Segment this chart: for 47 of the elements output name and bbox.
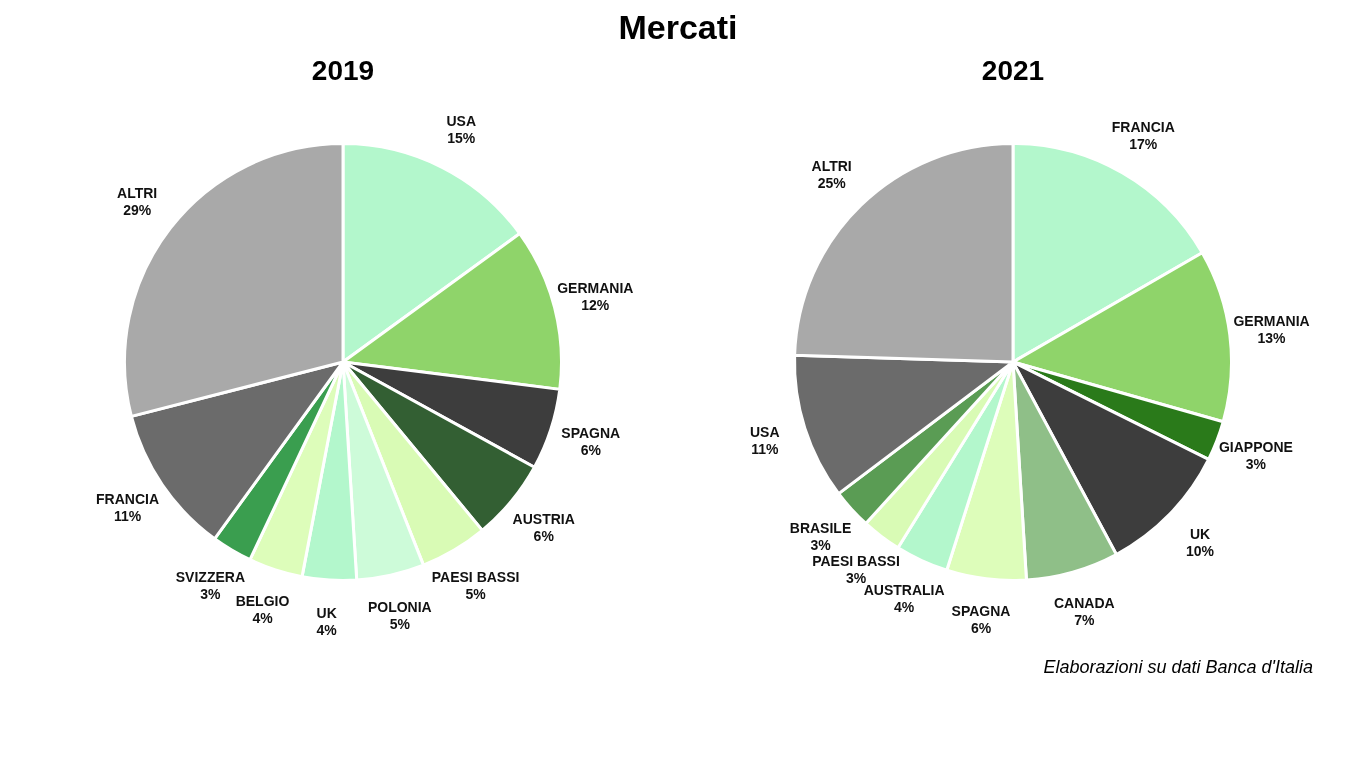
slice-label: UK — [316, 604, 337, 621]
chart-subtitle: 2019 — [311, 55, 375, 87]
data-label: 4% — [252, 609, 274, 626]
slice-label: ALTRI — [811, 157, 852, 174]
slice-label: PAESI BASSI — [812, 552, 900, 569]
slice-label: BRASILE — [789, 520, 852, 537]
data-label: 5% — [465, 586, 487, 603]
data-label: 3% — [810, 537, 832, 554]
slice-label: SPAGNA — [561, 425, 621, 442]
slice-label: USA — [749, 423, 780, 440]
data-label: 12% — [581, 297, 610, 314]
slice-label: GERMANIA — [557, 280, 634, 297]
slice-label: SPAGNA — [951, 603, 1011, 620]
slice-label: PAESI BASSI — [431, 569, 520, 586]
slice-label: GERMANIA — [1233, 312, 1310, 329]
data-label: 29% — [123, 202, 152, 219]
slice-label: FRANCIA — [96, 491, 160, 508]
data-label: 15% — [447, 129, 476, 146]
data-label: 5% — [389, 616, 411, 633]
data-label: 11% — [113, 508, 142, 525]
slice-label: SVIZZERA — [175, 569, 246, 586]
data-label: 6% — [580, 442, 602, 459]
data-label: 7% — [1074, 612, 1095, 629]
slice-label: UK — [1189, 526, 1211, 543]
data-label: 6% — [970, 620, 992, 637]
data-label: 4% — [894, 598, 915, 615]
data-label: 3% — [1245, 455, 1267, 472]
chart-title: Mercati — [617, 8, 739, 47]
data-label: 10% — [1186, 543, 1215, 560]
slice-label: GIAPPONE — [1218, 438, 1293, 455]
data-label: 4% — [316, 621, 338, 638]
text: Elaborazioni su dati Banca d'Italia — [1043, 657, 1313, 678]
slice-label: AUSTRIA — [512, 510, 575, 527]
slice-label: USA — [446, 112, 477, 129]
chart-subtitle: 2021 — [981, 55, 1045, 87]
data-label: 3% — [845, 569, 867, 586]
slice-label: CANADA — [1053, 595, 1115, 612]
slice-label: ALTRI — [117, 185, 158, 202]
data-label: 17% — [1129, 136, 1158, 153]
slice-label: BELGIO — [235, 592, 290, 609]
data-label: 25% — [817, 174, 847, 191]
data-label: 3% — [200, 586, 222, 603]
data-label: 6% — [533, 527, 555, 544]
slice-label: FRANCIA — [1111, 119, 1175, 136]
slice-label: POLONIA — [367, 599, 432, 616]
data-label: 13% — [1257, 329, 1287, 346]
data-label: 11% — [751, 440, 779, 457]
